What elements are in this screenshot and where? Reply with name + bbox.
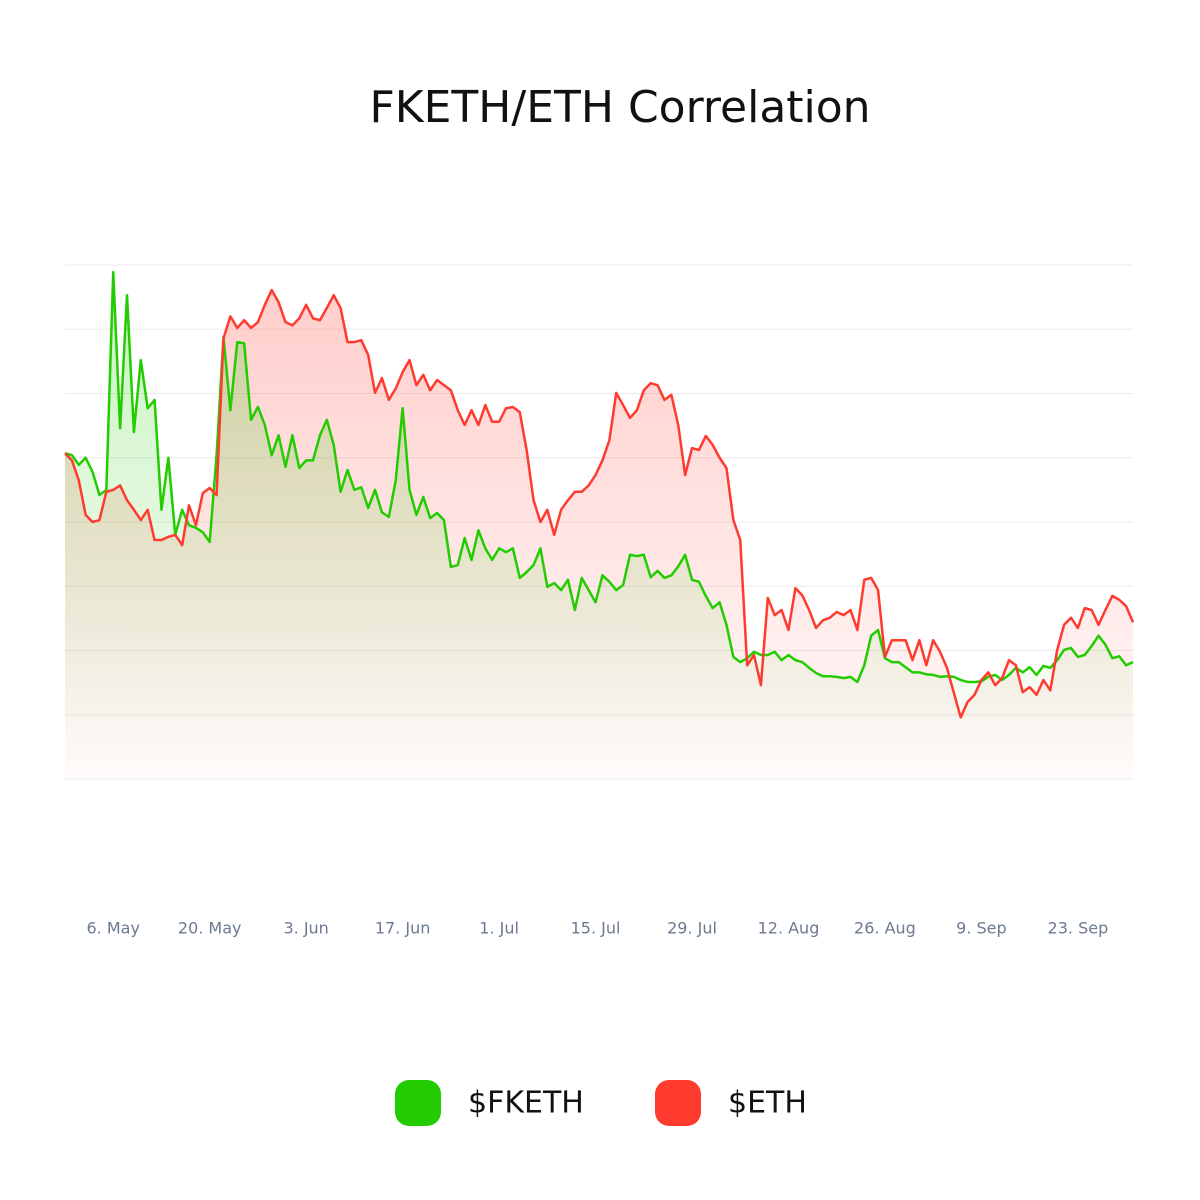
x-tick-label: 20. May xyxy=(178,919,242,938)
x-tick-label: 17. Jun xyxy=(375,919,431,938)
x-tick-label: 9. Sep xyxy=(956,919,1007,938)
chart-title: FKETH/ETH Correlation xyxy=(369,82,870,133)
x-tick-label: 1. Jul xyxy=(479,919,519,938)
x-tick-label: 3. Jun xyxy=(283,919,328,938)
legend-swatch xyxy=(395,1080,441,1126)
line xyxy=(64,288,1135,719)
x-tick-label: 15. Jul xyxy=(571,919,621,938)
legend-label: $ETH xyxy=(728,1086,807,1121)
line xyxy=(64,270,1134,684)
area xyxy=(65,272,1133,779)
x-tick-label: 12. Aug xyxy=(758,919,820,938)
x-tick-label: 6. May xyxy=(87,919,140,938)
x-tick-label: 26. Aug xyxy=(854,919,916,938)
legend-swatch xyxy=(655,1080,701,1126)
x-tick-label: 29. Jul xyxy=(667,919,717,938)
legend-label: $FKETH xyxy=(468,1086,584,1121)
x-tick-label: 23. Sep xyxy=(1048,919,1109,938)
